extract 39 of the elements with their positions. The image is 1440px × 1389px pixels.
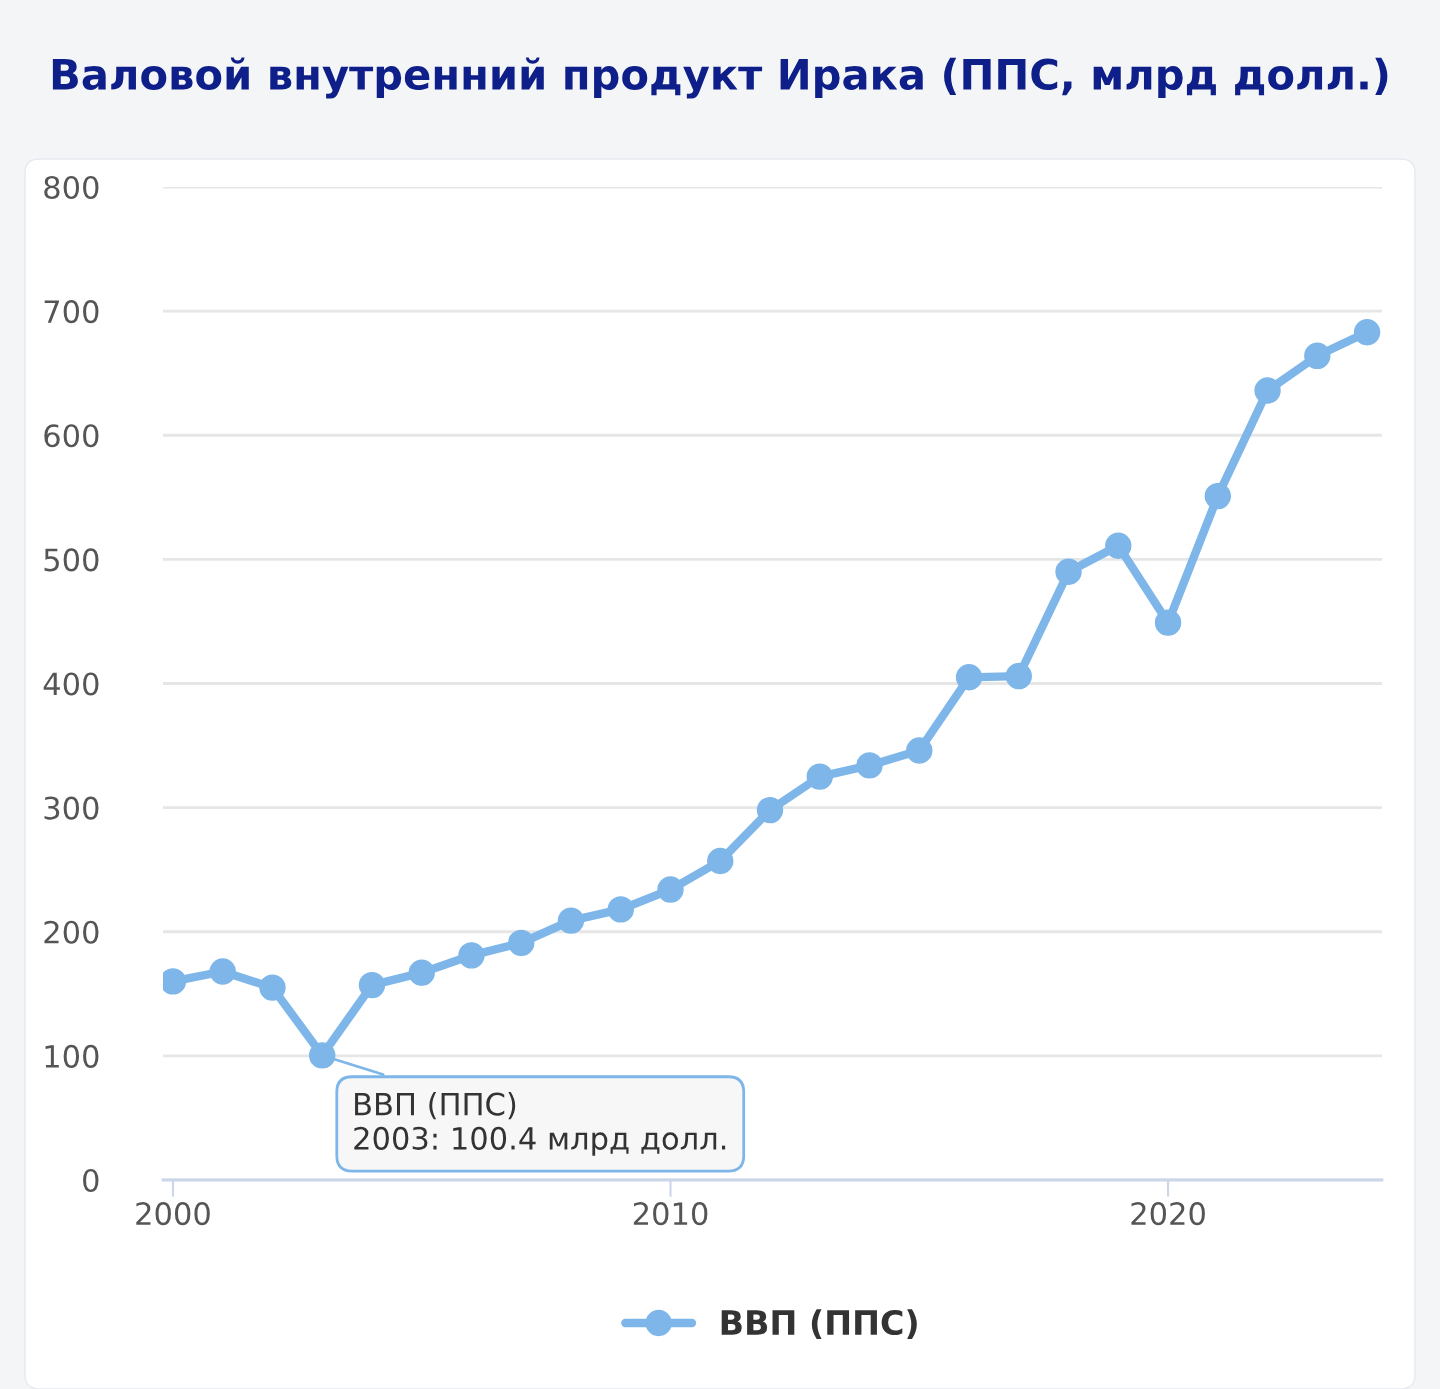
legend-label: ВВП (ППС)	[721, 1309, 917, 1340]
point	[408, 959, 435, 986]
chart-title: Валовой внутренний продукт Ирака (ППС, млрд долл.)	[52, 57, 1388, 99]
point	[1105, 532, 1132, 559]
point	[1254, 377, 1281, 404]
point	[358, 971, 386, 999]
point	[309, 1042, 336, 1069]
point	[259, 974, 286, 1001]
point	[1055, 558, 1082, 585]
point	[756, 796, 784, 824]
point	[906, 737, 933, 764]
annotation: ВВП (ППС) 2003: 100.4 млрд долл.	[354, 1092, 726, 1156]
y-tick-label: 800	[44, 175, 99, 200]
point	[607, 896, 634, 923]
y-tick-label: 200	[44, 920, 99, 944]
x-tick-label: 2020	[1131, 1202, 1205, 1226]
x-tick-label: 2000	[136, 1202, 210, 1226]
point	[1353, 319, 1381, 346]
point	[1154, 609, 1182, 636]
y-tick-label: 100	[45, 1044, 99, 1068]
point	[657, 876, 684, 903]
point	[508, 929, 535, 957]
point	[557, 907, 585, 934]
point	[1204, 482, 1232, 510]
y-tick-label: 0	[83, 1168, 99, 1193]
point	[806, 763, 833, 790]
x-tick-label: 2010	[633, 1202, 708, 1226]
point	[955, 664, 983, 691]
point	[1304, 342, 1331, 370]
point	[1005, 662, 1032, 690]
y-tick-label: 300	[44, 796, 99, 820]
point	[707, 847, 734, 875]
point	[458, 942, 485, 969]
y-tick-label: 600	[44, 424, 99, 448]
y-tick-label: 700	[44, 300, 99, 324]
y-tick-label: 500	[44, 548, 99, 572]
point	[856, 752, 883, 779]
y-tick-label: 400	[43, 672, 99, 696]
point	[209, 958, 236, 985]
